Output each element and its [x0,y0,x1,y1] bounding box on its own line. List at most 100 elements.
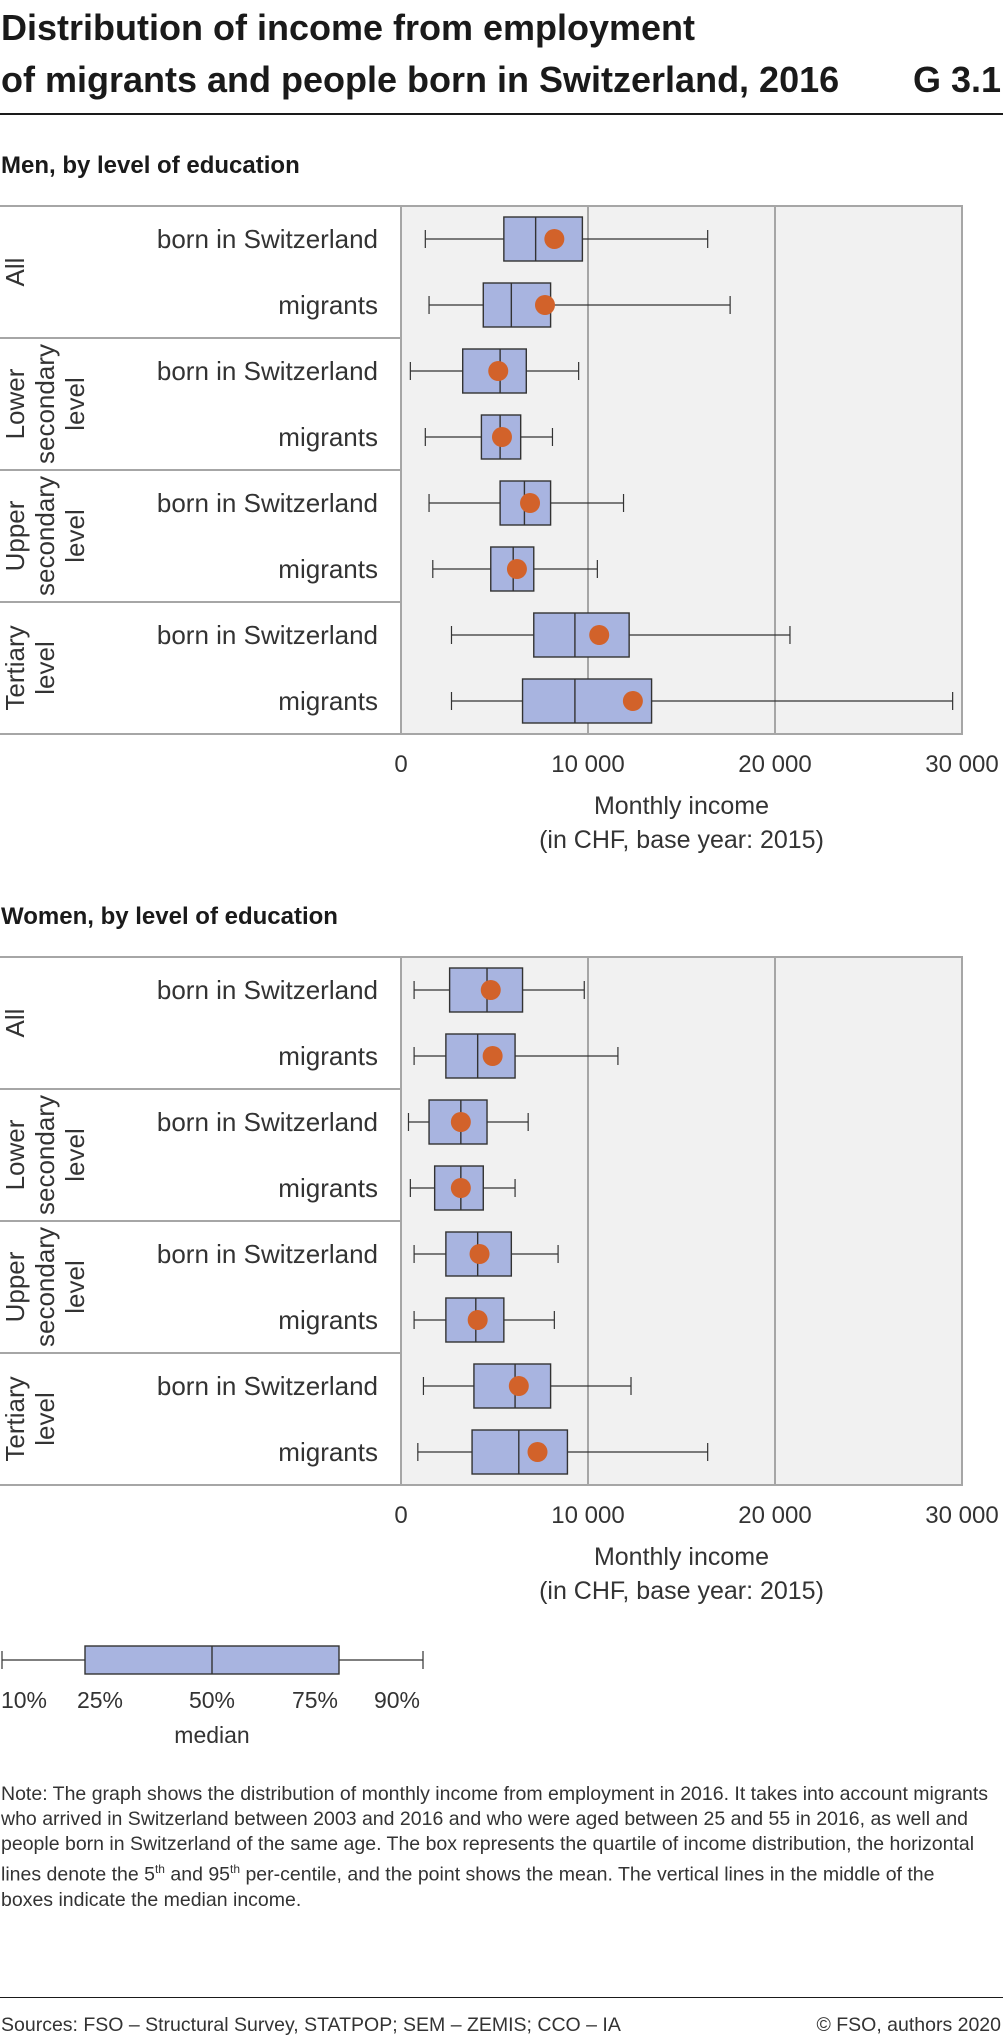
title-line-2: of migrants and people born in Switzerla… [1,59,840,100]
iqr-box [533,612,630,658]
men-panel-title: Men, by level of education [1,152,300,179]
group-label: Upper secondary level [0,1227,90,1347]
x-axis-label-line-2: (in CHF, base year: 2015) [539,1577,824,1605]
group-label-line: Upper [0,500,30,571]
group-label-line: All [0,1009,30,1038]
iqr-box [471,1429,569,1475]
group-label-line: level [60,509,90,562]
chart-code: G 3.1 [912,59,1001,100]
row-label: migrants [278,554,378,584]
group-label-line: secondary [30,1227,60,1347]
mean-dot [508,1376,529,1396]
group-label-line: level [30,1392,60,1445]
mean-dot [534,295,555,315]
mean-dot [544,229,565,249]
x-tick-label: 30 000 [925,1502,998,1529]
note-sup-2: th [230,1862,241,1876]
group-label-line: Tertiary [0,625,30,710]
row-label: migrants [278,290,378,320]
x-tick-label: 10 000 [551,751,624,778]
group-label-line: level [60,1128,90,1181]
iqr-box [480,414,522,460]
row-label: migrants [278,686,378,716]
note-text-3: per-centile, and the point shows the mea… [1,1863,935,1911]
group-label: Tertiary level [0,625,60,710]
iqr-box [503,216,584,262]
group-label-line: All [0,258,30,287]
x-tick-label: 30 000 [925,751,998,778]
legend-label: 50% [189,1687,235,1713]
row-label: born in Switzerland [157,975,378,1005]
chart-title: Distribution of income from employment o… [1,2,1001,106]
row-label: migrants [278,1305,378,1335]
legend-label: 25% [77,1687,123,1713]
group-label: Lower secondary level [0,1095,90,1215]
legend-label: 75% [292,1687,338,1713]
mean-dot [450,1112,471,1132]
group-label-line: level [30,641,60,694]
legend-label: 90% [374,1687,420,1713]
women-panel-title: Women, by level of education [1,903,338,930]
mean-dot [469,1244,490,1264]
row-label: born in Switzerland [157,1239,378,1269]
mean-dot [480,980,501,1000]
mean-dot [482,1046,503,1066]
mean-dot [622,691,643,711]
legend-median-label: median [174,1722,249,1748]
x-axis-label-line-1: Monthly income [594,1543,769,1571]
group-label: All [0,1009,30,1038]
x-tick-label: 0 [394,751,407,778]
x-tick-label: 0 [394,1502,407,1529]
note-sup-1: th [154,1862,165,1876]
group-label: Tertiary level [0,1376,60,1461]
bottom-rule [0,1997,1003,1998]
group-label-line: secondary [30,1095,60,1215]
men-boxplot-chart: 0 10 000 20 000 30 000 All born in Switzerlan… [0,205,999,854]
group-label-line: Lower [0,368,30,439]
x-axis-label-line-1: Monthly income [594,792,769,820]
mean-dot [589,625,610,645]
row-label: born in Switzerland [157,488,378,518]
group-label: Lower secondary level [0,344,90,464]
group-label-line: secondary [30,344,60,464]
group-label-line: Tertiary [0,1376,30,1461]
group-label-line: level [60,1260,90,1313]
group-label-line: Lower [0,1119,30,1190]
row-label: migrants [278,422,378,452]
row-label: born in Switzerland [157,620,378,650]
group-label-line: secondary [30,476,60,596]
note-text-1: Note: The graph shows the distribution o… [1,1783,989,1886]
mean-dot [491,427,512,447]
group-label-line: level [60,377,90,430]
iqr-box [445,1033,516,1079]
boxplot-legend: 10% 25% 50% 75% 90% median [1,1645,424,1748]
legend-label: 10% [1,1687,47,1713]
mean-dot [527,1442,548,1462]
mean-dot [506,559,527,579]
x-tick-label: 10 000 [551,1502,624,1529]
row-label: migrants [278,1437,378,1467]
row-label: born in Switzerland [157,1371,378,1401]
mean-dot [488,361,509,381]
row-label: migrants [278,1173,378,1203]
group-label-line: Upper [0,1251,30,1322]
group-label: All [0,258,30,287]
group-label: Upper secondary level [0,476,90,596]
title-line-1: Distribution of income from employment [1,7,696,48]
x-tick-label: 20 000 [738,751,811,778]
copyright-text: © FSO, authors 2020 [816,2014,1001,2036]
iqr-box [499,480,552,526]
chart-note: Note: The graph shows the distribution o… [1,1782,991,1913]
note-text-2: and 95 [164,1863,231,1886]
top-rule [0,113,1003,115]
row-label: born in Switzerland [157,356,378,386]
mean-dot [450,1178,471,1198]
mean-dot [467,1310,488,1330]
sources-text: Sources: FSO – Structural Survey, STATPO… [1,2014,621,2036]
row-label: born in Switzerland [157,1107,378,1137]
row-label: migrants [278,1041,378,1071]
mean-dot [520,493,541,513]
x-axis-label-line-2: (in CHF, base year: 2015) [539,826,824,854]
row-label: born in Switzerland [157,224,378,254]
x-tick-label: 20 000 [738,1502,811,1529]
